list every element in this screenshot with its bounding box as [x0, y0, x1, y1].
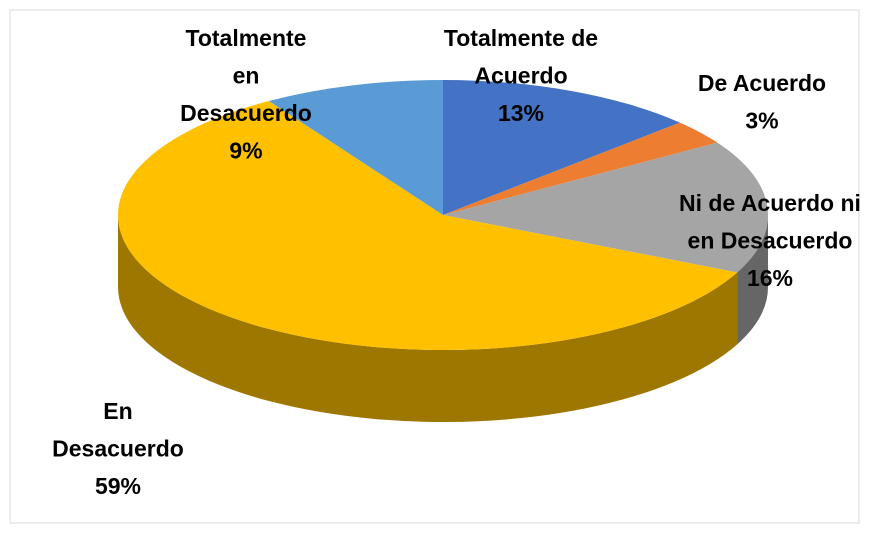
slice	[117, 101, 738, 351]
label-line: En	[103, 398, 132, 424]
data-label-value: 3%	[745, 108, 778, 134]
slice	[268, 80, 443, 215]
label-line: Ni de Acuerdo ni	[679, 190, 861, 216]
data-label-value: 9%	[229, 138, 262, 164]
label-line: Totalmente	[186, 25, 307, 51]
data-label-category: De Acuerdo	[698, 70, 826, 96]
label-line: Desacuerdo	[52, 436, 184, 462]
slice	[443, 122, 718, 215]
data-label-category: Totalmente en Desacuerdo	[180, 25, 312, 126]
slice-side	[737, 215, 768, 345]
slice	[443, 142, 768, 273]
slice	[443, 80, 680, 215]
label-line: Totalmente de	[444, 25, 598, 51]
data-label-category: En Desacuerdo	[52, 398, 184, 462]
label-line: Desacuerdo	[180, 100, 312, 126]
data-label-value: 59%	[95, 473, 141, 499]
data-label-category: Totalmente de Acuerdo	[444, 25, 598, 89]
data-label-category: Ni de Acuerdo ni en Desacuerdo	[679, 190, 861, 254]
data-label-value: 16%	[747, 265, 793, 291]
label-line: en	[233, 63, 260, 89]
slice-side	[118, 215, 738, 422]
data-label-value: 13%	[498, 100, 544, 126]
label-line: Acuerdo	[474, 63, 567, 89]
label-line: De Acuerdo	[698, 70, 826, 96]
label-line: en Desacuerdo	[688, 228, 853, 254]
